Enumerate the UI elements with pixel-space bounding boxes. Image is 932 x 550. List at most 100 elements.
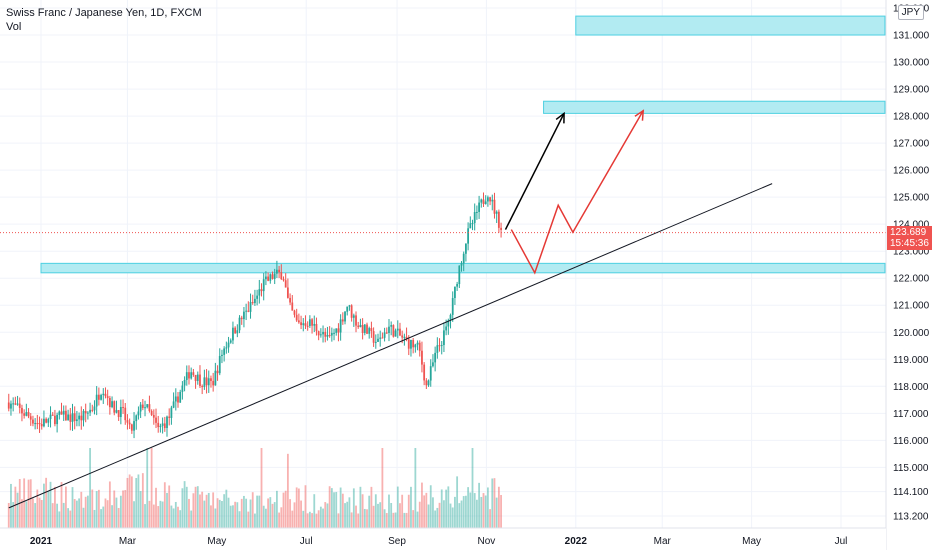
price-tick-label: 119.000 (893, 355, 929, 366)
candle-body (25, 412, 28, 416)
candle-body (458, 265, 461, 285)
currency-badge[interactable]: JPY (897, 5, 924, 20)
volume-bars (7, 448, 502, 528)
candle-body (467, 228, 470, 244)
candle-body (247, 310, 250, 312)
volume-bar (328, 486, 331, 528)
volume-bar (27, 479, 30, 528)
candle-body (401, 335, 404, 338)
volume-bar (7, 502, 10, 528)
candle-body (89, 409, 91, 413)
volume-bar (293, 502, 296, 528)
candle-body (330, 332, 333, 336)
volume-bar (469, 492, 472, 528)
volume-bar (128, 474, 131, 528)
candle-body (328, 334, 331, 336)
volume-bar (159, 500, 162, 528)
candle-body (49, 414, 52, 420)
last-price-tag: 123.689 15:45:36 (887, 225, 932, 250)
price-axis-background (886, 0, 932, 550)
volume-bar (115, 497, 118, 528)
candle-body (111, 401, 113, 408)
volume-bar (212, 492, 215, 528)
candle-body (480, 199, 483, 203)
candle-body (60, 411, 63, 415)
price-tick-label: 131.000 (893, 31, 930, 42)
candle-body (407, 339, 410, 349)
volume-bar (243, 495, 245, 528)
candle-body (341, 319, 344, 322)
price-tick-label: 116.000 (893, 436, 929, 447)
volume-bar (238, 511, 241, 528)
candle-body (383, 332, 386, 338)
last-price-value: 123.689 (890, 226, 927, 238)
candle-body (500, 227, 502, 230)
volume-bar (234, 501, 237, 528)
candle-body (10, 403, 12, 409)
volume-bar (289, 499, 291, 528)
candle-body (124, 407, 127, 421)
price-tick-label: 114.100 (893, 487, 929, 498)
volume-bar (311, 513, 313, 528)
volume-bar (366, 509, 368, 528)
price-tick-label: 115.000 (893, 463, 929, 474)
candle-body (254, 298, 256, 304)
candle-body (174, 396, 177, 402)
time-tick-label: May (742, 536, 761, 547)
volume-bar (139, 491, 142, 528)
volume-bar (218, 499, 221, 528)
candle-body (34, 423, 37, 425)
volume-bar (89, 448, 91, 528)
candle-body (311, 319, 313, 326)
volume-bar (207, 492, 210, 528)
volume-bar (29, 479, 32, 528)
candle-body (54, 415, 56, 425)
volume-bar (489, 509, 491, 528)
volume-bar (324, 502, 327, 528)
candle-body (271, 274, 274, 279)
volume-bar (348, 497, 351, 528)
candle-body (449, 314, 452, 321)
candle-body (284, 280, 287, 288)
volume-label[interactable]: Vol (6, 21, 22, 33)
volume-bar (168, 485, 171, 528)
candle-body (93, 406, 96, 411)
volume-bar (306, 513, 309, 528)
time-axis[interactable]: 2021 Mar May Jul Sep Nov 2022 Mar May Jul (0, 527, 886, 550)
symbol-title[interactable]: Swiss Franc / Japanese Yen, 1D, FXCM (6, 7, 202, 19)
price-axis[interactable]: 113.200 114.100 115.000 116.000 117.000 118.0… (885, 0, 932, 550)
volume-bar (458, 503, 461, 528)
candle-body (394, 330, 397, 337)
volume-bar (43, 483, 45, 528)
volume-bar (12, 502, 15, 528)
candle-body (333, 332, 335, 334)
candle-body (210, 378, 212, 381)
candle-body (286, 287, 289, 298)
price-tick-label: 130.000 (893, 58, 930, 69)
candle-body (361, 324, 364, 333)
candle-body (170, 407, 173, 418)
candle-body (447, 320, 450, 327)
candle-body (403, 336, 406, 338)
candle-body (29, 416, 32, 420)
volume-bar (493, 478, 496, 528)
volume-bar (407, 494, 410, 528)
candle-body (196, 374, 199, 381)
volume-bar (344, 503, 346, 528)
candle-body (335, 328, 338, 333)
volume-bar (113, 490, 116, 528)
volume-bar (449, 503, 452, 528)
volume-bar (163, 482, 166, 528)
support-resistance-zones (40, 15, 886, 274)
volume-bar (190, 510, 193, 528)
candle-body (278, 269, 280, 273)
volume-bar (185, 486, 188, 528)
volume-bar (267, 498, 270, 528)
candle-body (188, 372, 190, 379)
volume-bar (355, 505, 357, 528)
candle-body (267, 276, 270, 281)
volume-bar (260, 448, 263, 528)
time-tick-label: May (207, 536, 226, 547)
candle-body (416, 342, 419, 345)
